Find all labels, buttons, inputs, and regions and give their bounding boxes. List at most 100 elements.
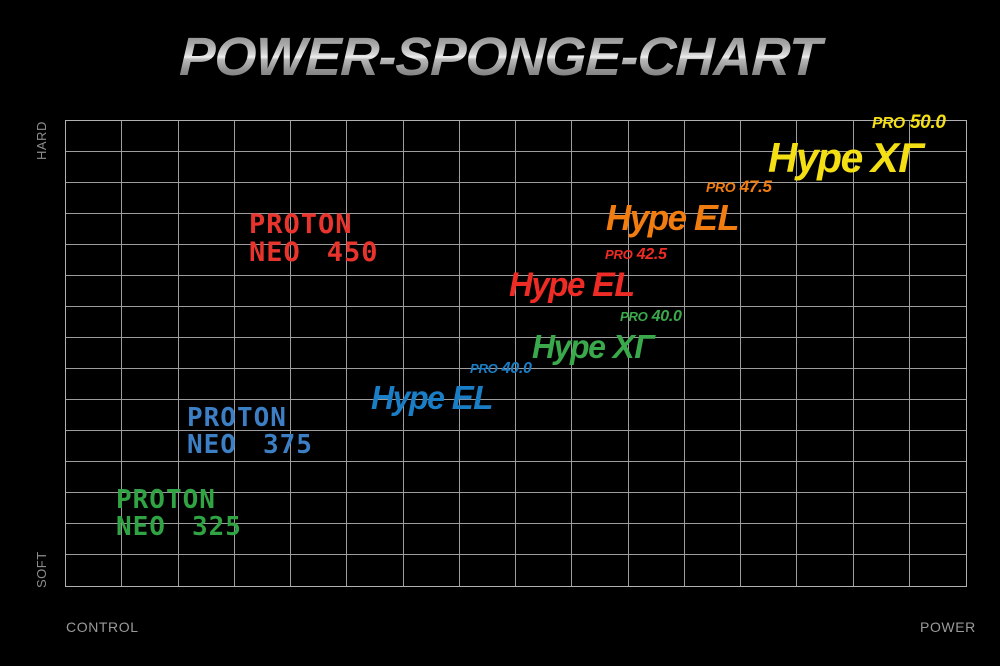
grid-cell — [516, 493, 573, 524]
data-point-proton-neo-325[interactable]: PROTON NEO 325 — [116, 486, 242, 542]
grid-cell — [234, 462, 291, 493]
grid-cell — [459, 338, 516, 369]
grid-cell — [403, 214, 460, 245]
x-axis-left-label: CONTROL — [66, 619, 139, 635]
grid-cell — [291, 462, 348, 493]
grid-cell — [572, 493, 629, 524]
marker-brand: Hype — [371, 379, 445, 416]
grid-cell — [909, 431, 966, 462]
grid-cell — [516, 245, 573, 276]
grid-cell — [347, 555, 404, 586]
grid-cell — [684, 121, 741, 152]
marker-model: EL — [694, 197, 740, 238]
grid-cell — [909, 152, 966, 183]
grid-cell — [684, 245, 741, 276]
marker-pro-value: 40.0 — [651, 308, 682, 325]
data-point-hype-el-47[interactable]: Hype EL PRO 47.5 — [606, 178, 772, 238]
grid-cell — [797, 121, 854, 152]
grid-cell — [403, 369, 460, 400]
grid-cell — [403, 245, 460, 276]
grid-cell — [628, 307, 685, 338]
grid-cell — [909, 121, 966, 152]
grid-cell — [741, 276, 798, 307]
grid-cell — [572, 152, 629, 183]
grid-cell — [178, 121, 235, 152]
grid-cell — [122, 555, 179, 586]
grid-cell — [122, 369, 179, 400]
grid-cell — [628, 493, 685, 524]
marker-brand: PROTON — [249, 209, 353, 240]
grid-cell — [909, 338, 966, 369]
grid-cell — [66, 369, 123, 400]
marker-pro-value: 42.5 — [636, 246, 667, 263]
grid-cell — [459, 214, 516, 245]
data-point-proton-neo-450[interactable]: PROTON NEO 450 — [249, 209, 379, 269]
grid-cell — [797, 431, 854, 462]
grid-cell — [66, 493, 123, 524]
grid-cell — [909, 245, 966, 276]
plot-grid — [65, 120, 967, 587]
grid-cell — [291, 400, 348, 431]
grid-cell — [516, 214, 573, 245]
grid-cell — [347, 462, 404, 493]
grid-cell — [741, 369, 798, 400]
marker-pro-word: PRO — [605, 247, 633, 262]
grid-cell — [909, 369, 966, 400]
grid-cell — [909, 524, 966, 555]
data-point-hype-xr-40[interactable]: Hype XГ PRO 40.0 — [532, 309, 682, 364]
grid-cell — [572, 121, 629, 152]
data-point-proton-neo-375[interactable]: PROTON NEO 375 — [187, 403, 313, 460]
grid-cell — [741, 183, 798, 214]
data-point-hype-xr-50[interactable]: Hype XГ PRO 50.0 — [768, 113, 946, 181]
grid-cell — [459, 152, 516, 183]
grid-cell — [291, 431, 348, 462]
grid-cell — [909, 214, 966, 245]
grid-cell — [122, 214, 179, 245]
y-axis-top-label: HARD — [34, 121, 49, 160]
grid-cell — [684, 214, 741, 245]
grid-cell — [628, 121, 685, 152]
grid-cell — [347, 214, 404, 245]
marker-brand: Hype — [768, 134, 863, 181]
marker-brand: Hype — [509, 266, 585, 304]
grid-cell — [516, 152, 573, 183]
grid-cell — [909, 400, 966, 431]
grid-cell — [628, 183, 685, 214]
grid-cell — [347, 121, 404, 152]
grid-cell — [572, 369, 629, 400]
grid-cell — [853, 462, 910, 493]
grid-cell — [572, 276, 629, 307]
grid-cell — [797, 493, 854, 524]
grid-cell — [516, 276, 573, 307]
marker-pro-word: PRO — [620, 309, 648, 324]
grid-cell — [572, 183, 629, 214]
grid-cell — [234, 121, 291, 152]
data-point-hype-el-40[interactable]: Hype EL PRO 40.0 — [371, 361, 532, 416]
grid-cell — [122, 276, 179, 307]
grid-cell — [291, 369, 348, 400]
y-axis-bottom-label: SOFT — [34, 551, 49, 588]
grid-cell — [516, 462, 573, 493]
grid-cell — [572, 524, 629, 555]
grid-cell — [684, 307, 741, 338]
grid-cell — [909, 462, 966, 493]
grid-cell — [628, 431, 685, 462]
data-point-hype-el-42[interactable]: Hype EL PRO 42.5 — [509, 247, 667, 304]
grid-cell — [347, 493, 404, 524]
grid-cell — [516, 524, 573, 555]
marker-model: NEO — [249, 237, 301, 269]
grid-cell — [572, 462, 629, 493]
grid-cell — [403, 462, 460, 493]
grid-cell — [403, 493, 460, 524]
grid-cell — [347, 245, 404, 276]
grid-cell — [853, 245, 910, 276]
grid-cell — [797, 183, 854, 214]
grid-cell — [347, 431, 404, 462]
grid-cell — [235, 555, 291, 586]
marker-brand: PROTON — [187, 403, 287, 433]
grid-cell — [909, 183, 966, 214]
grid-cell — [516, 555, 573, 586]
grid-cell — [628, 462, 685, 493]
grid-cell — [291, 152, 348, 183]
